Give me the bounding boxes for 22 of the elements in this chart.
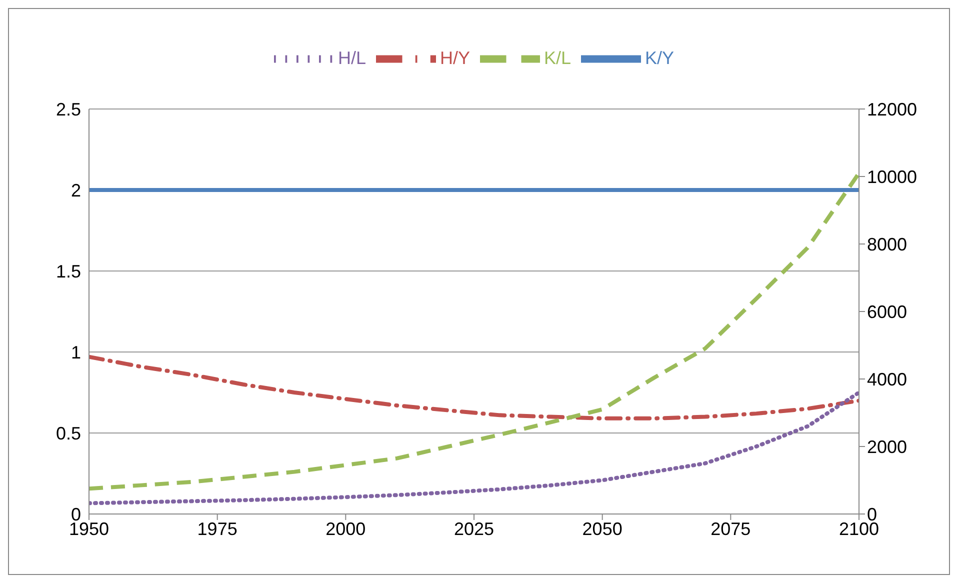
y-tick-label: 0.5: [56, 423, 81, 444]
y2-tick-label: 10000: [867, 166, 918, 187]
y-tick-label: 2: [70, 180, 81, 200]
line-series: [89, 390, 859, 506]
x-tick-label: 2050: [582, 518, 622, 539]
legend-label: K/L: [544, 48, 572, 68]
line-series: [89, 354, 859, 420]
y2-tick-label: 8000: [867, 234, 908, 254]
x-tick-label: 2025: [454, 518, 494, 539]
legend-label: H/L: [338, 48, 366, 68]
y-tick-label: 1.5: [56, 261, 81, 282]
y-tick-label: 2.5: [56, 99, 81, 120]
y-tick-label: 1: [70, 342, 81, 362]
y2-tick-label: 6000: [867, 302, 908, 322]
x-tick-label: 1975: [197, 518, 238, 539]
y2-tick-label: 4000: [867, 369, 908, 390]
legend-label: K/Y: [645, 48, 674, 68]
x-tick-label: 2000: [326, 518, 366, 539]
legend-label: H/Y: [440, 48, 470, 68]
y2-tick-label: 12000: [867, 99, 918, 120]
x-tick-label: 2075: [710, 518, 751, 539]
y2-tick-label: 2000: [867, 436, 908, 457]
